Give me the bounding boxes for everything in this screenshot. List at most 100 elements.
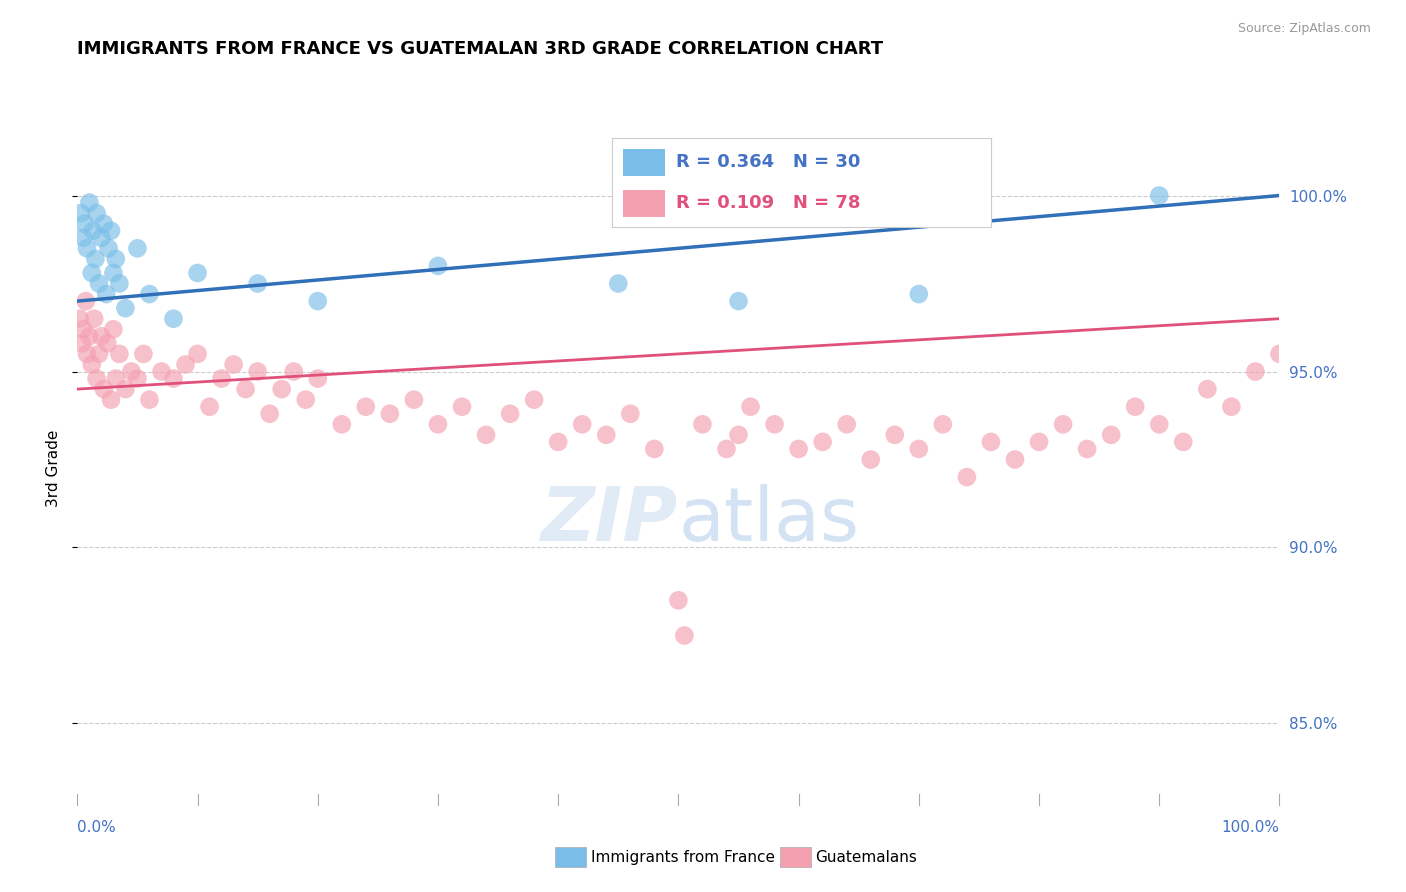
Point [70, 206, 93, 220]
Point [643, 442, 665, 456]
Point [932, 417, 955, 432]
Point [100, 392, 122, 407]
Bar [623, 190, 665, 217]
Text: R = 0.364   N = 30: R = 0.364 N = 30 [676, 153, 860, 171]
Point [108, 347, 131, 361]
Point [138, 392, 160, 407]
Point [1149, 188, 1171, 202]
Point [138, 287, 160, 301]
Point [571, 417, 593, 432]
Point [330, 417, 353, 432]
Point [956, 470, 979, 484]
Point [378, 407, 401, 421]
Point [127, 371, 149, 385]
Point [427, 417, 450, 432]
Point [97, 241, 120, 255]
Point [246, 364, 269, 378]
Point [96, 287, 118, 301]
Point [523, 392, 546, 407]
Point [93, 217, 115, 231]
Point [727, 428, 749, 442]
Text: 100.0%: 100.0% [1222, 821, 1279, 835]
Text: 0.0%: 0.0% [77, 821, 117, 835]
Point [104, 371, 127, 385]
Point [86, 371, 108, 385]
Point [294, 392, 316, 407]
Point [127, 241, 149, 255]
Point [83, 311, 105, 326]
Text: atlas: atlas [679, 483, 859, 557]
Point [90, 231, 112, 245]
Point [1268, 347, 1291, 361]
Point [162, 371, 184, 385]
Point [692, 417, 714, 432]
Point [1076, 442, 1098, 456]
Point [980, 434, 1002, 449]
Point [120, 364, 142, 378]
Point [1244, 364, 1267, 378]
Point [1220, 400, 1243, 414]
Text: Immigrants from France: Immigrants from France [591, 850, 775, 864]
Text: Guatemalans: Guatemalans [815, 850, 917, 864]
Point [87, 347, 110, 361]
Point [104, 252, 127, 266]
Point [84, 252, 107, 266]
Point [76, 347, 98, 361]
Point [69, 311, 91, 326]
Point [402, 392, 425, 407]
Point [103, 322, 125, 336]
Point [114, 382, 136, 396]
Point [103, 266, 125, 280]
Point [908, 287, 931, 301]
Text: Source: ZipAtlas.com: Source: ZipAtlas.com [1237, 22, 1371, 36]
Point [787, 442, 810, 456]
Point [114, 301, 136, 315]
Point [222, 358, 245, 372]
Point [595, 428, 617, 442]
Point [1123, 400, 1146, 414]
Point [270, 382, 292, 396]
Point [187, 347, 209, 361]
Point [811, 434, 834, 449]
Point [307, 294, 329, 309]
Point [673, 628, 696, 642]
Point [727, 294, 749, 309]
Point [716, 442, 738, 456]
Point [73, 217, 96, 231]
Point [259, 407, 281, 421]
Text: ZIP: ZIP [541, 483, 679, 557]
Point [763, 417, 786, 432]
Point [1028, 434, 1050, 449]
Point [150, 364, 173, 378]
Text: IMMIGRANTS FROM FRANCE VS GUATEMALAN 3RD GRADE CORRELATION CHART: IMMIGRANTS FROM FRANCE VS GUATEMALAN 3RD… [77, 40, 883, 58]
Point [90, 329, 112, 343]
Point [86, 206, 108, 220]
Point [354, 400, 377, 414]
Point [835, 417, 858, 432]
Point [70, 336, 93, 351]
Point [82, 224, 104, 238]
Point [668, 593, 690, 607]
Point [235, 382, 257, 396]
Point [100, 224, 122, 238]
Point [79, 329, 101, 343]
Point [80, 266, 103, 280]
Point [79, 195, 101, 210]
Point [1099, 428, 1122, 442]
Point [283, 364, 305, 378]
Point [93, 382, 115, 396]
Point [475, 428, 498, 442]
Point [87, 277, 110, 291]
Point [72, 322, 94, 336]
Point [1197, 382, 1219, 396]
Point [246, 277, 269, 291]
Y-axis label: 3rd Grade: 3rd Grade [45, 430, 60, 507]
Point [1052, 417, 1074, 432]
Point [451, 400, 474, 414]
Point [1173, 434, 1195, 449]
Point [908, 442, 931, 456]
Point [76, 241, 98, 255]
Point [307, 371, 329, 385]
Point [547, 434, 569, 449]
Point [1004, 452, 1026, 467]
